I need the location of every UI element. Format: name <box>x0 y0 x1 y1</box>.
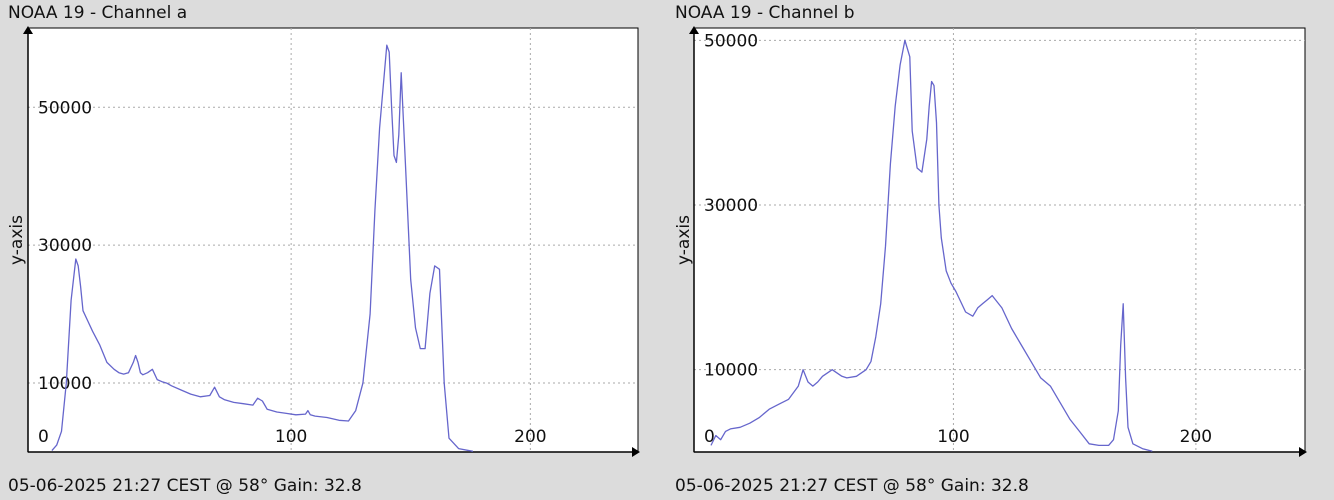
y-axis-label: y-axis <box>674 215 694 265</box>
x-axis-arrow <box>1299 447 1307 457</box>
y-axis-label: y-axis <box>7 215 27 265</box>
chart-panel-b: NOAA 19 - Channel b 100 200 0 10000 30000 500… <box>667 0 1334 500</box>
y-tick-label: 30000 <box>38 236 92 256</box>
y-tick-label: 30000 <box>704 196 758 216</box>
x-tick-label: 100 <box>937 427 969 447</box>
y-tick-label: 50000 <box>38 98 92 118</box>
x-tick-label: 100 <box>275 427 307 447</box>
y-tick-label: 50000 <box>704 31 758 51</box>
plot-area <box>693 27 1306 453</box>
chart-footer: 05-06-2025 21:27 CEST @ 58° Gain: 32.8 <box>8 476 362 496</box>
plot-area <box>27 27 639 453</box>
y-axis-arrow <box>689 26 699 34</box>
line-chart: 100 200 0 10000 30000 50000 y-axis <box>7 26 640 457</box>
chart-footer: 05-06-2025 21:27 CEST @ 58° Gain: 32.8 <box>675 476 1029 496</box>
x-tick-label: 200 <box>514 427 546 447</box>
series-line <box>51 44 474 452</box>
x-tick-label: 200 <box>1180 427 1212 447</box>
series-line <box>710 39 1153 452</box>
y-tick-label: 10000 <box>704 361 758 381</box>
y-axis-arrow <box>23 26 33 34</box>
chart-panel-a: NOAA 19 - Channel a 100 200 0 10000 30000 500… <box>7 3 640 496</box>
chart-title: NOAA 19 - Channel b <box>675 3 855 23</box>
line-chart: 100 200 0 10000 30000 50000 y-axis <box>674 26 1307 457</box>
y-tick-label: 10000 <box>38 374 92 394</box>
x-axis-arrow <box>632 447 640 457</box>
chart-title: NOAA 19 - Channel a <box>8 3 188 23</box>
y-tick-label: 0 <box>38 427 49 447</box>
y-tick-label: 0 <box>704 427 715 447</box>
